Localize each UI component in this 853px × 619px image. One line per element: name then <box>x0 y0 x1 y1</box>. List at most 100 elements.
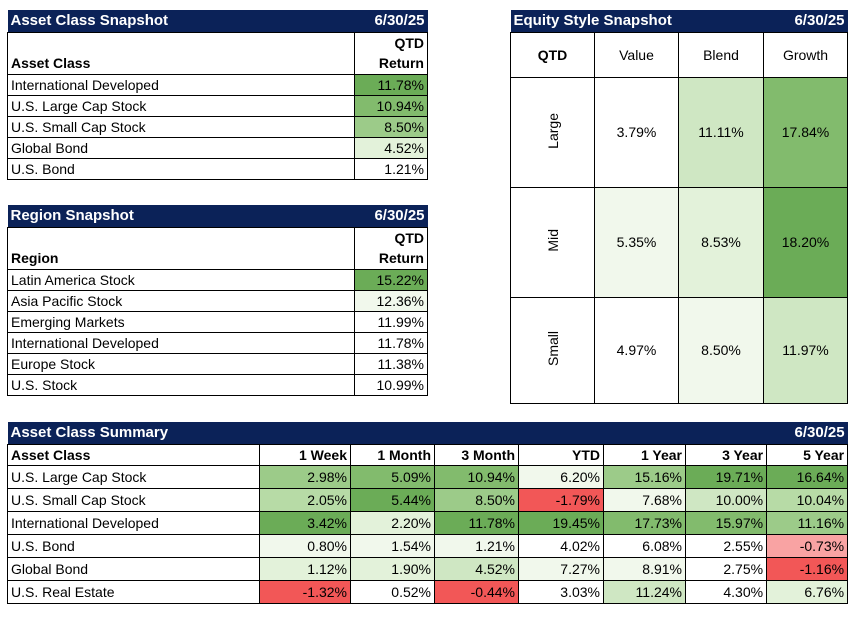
row-value: 6.76% <box>766 579 849 604</box>
table-row: U.S. Large Cap Stock 10.94% <box>7 94 428 117</box>
table-row: U.S. Bond 1.21% <box>7 157 428 180</box>
style-cell: 11.11% <box>677 76 765 188</box>
row-value: 12.36% <box>354 289 428 312</box>
row-label-cell: Large <box>510 76 595 188</box>
style-cell: 8.50% <box>677 296 765 404</box>
table-row: U.S. Small Cap Stock 8.50% <box>7 115 428 138</box>
style-cell: 18.20% <box>763 186 849 298</box>
row-label: Global Bond <box>7 136 355 159</box>
row-value: 3.42% <box>259 510 351 535</box>
style-cell: 4.97% <box>594 296 679 404</box>
row-value: -1.16% <box>766 556 849 581</box>
row-value: 11.78% <box>354 331 428 354</box>
table-row: Global Bond 4.52% <box>7 136 428 159</box>
table-row: Asia Pacific Stock 12.36% <box>7 289 428 312</box>
table-row: U.S. Large Cap Stock 2.98% 5.09% 10.94% … <box>7 464 849 489</box>
style-row-large: Large 3.79% 11.11% 17.84% <box>510 76 849 188</box>
table-date: 6/30/25 <box>354 10 428 32</box>
table-row: Global Bond 1.12% 1.90% 4.52% 7.27% 8.91… <box>7 556 849 581</box>
column-header-line1: QTD <box>354 31 428 53</box>
row-value: 2.75% <box>684 556 768 581</box>
asset-class-summary-table: Asset Class Summary 6/30/25 Asset Class … <box>7 422 849 604</box>
table-date: 6/30/25 <box>766 422 848 444</box>
table-date: 6/30/25 <box>354 205 428 227</box>
row-value: 4.02% <box>518 533 604 558</box>
table-row: Europe Stock 11.38% <box>7 352 428 375</box>
row-value: -1.32% <box>259 579 351 604</box>
row-value: 10.00% <box>684 487 768 512</box>
row-value: 1.21% <box>434 533 519 558</box>
row-value: 8.50% <box>354 115 428 138</box>
row-value: 11.78% <box>434 510 519 535</box>
row-value: 17.73% <box>603 510 686 535</box>
style-cell: 17.84% <box>763 76 849 188</box>
row-label: Emerging Markets <box>7 310 355 333</box>
table-title: Asset Class Snapshot <box>7 10 355 32</box>
row-label: Large <box>544 112 561 149</box>
table-row: U.S. Real Estate -1.32% 0.52% -0.44% 3.0… <box>7 579 849 604</box>
row-label: U.S. Real Estate <box>7 579 260 604</box>
row-label: International Developed <box>7 510 260 535</box>
row-value: -1.79% <box>518 487 604 512</box>
row-value: 2.20% <box>350 510 435 535</box>
row-label: International Developed <box>7 331 355 354</box>
row-value: 0.80% <box>259 533 351 558</box>
row-value: 11.99% <box>354 310 428 333</box>
row-value: 11.24% <box>603 579 686 604</box>
table-row: International Developed 11.78% <box>7 73 428 96</box>
row-label: U.S. Small Cap Stock <box>7 115 355 138</box>
table-title: Asset Class Summary <box>7 422 767 444</box>
row-value: 15.97% <box>684 510 768 535</box>
row-value: -0.73% <box>766 533 849 558</box>
row-value: 7.27% <box>518 556 604 581</box>
region-snapshot-table: Region Snapshot 6/30/25 QTD Region Retur… <box>7 205 428 396</box>
column-header: 1 Month <box>350 443 435 466</box>
row-label: U.S. Stock <box>7 373 355 396</box>
row-value: 5.44% <box>350 487 435 512</box>
row-value: 4.52% <box>354 136 428 159</box>
column-header-blend: Blend <box>677 31 765 78</box>
row-label-cell: Mid <box>510 186 595 298</box>
row-value: 6.08% <box>603 533 686 558</box>
equity-style-snapshot-table: Equity Style Snapshot 6/30/25 QTD Value … <box>510 10 849 404</box>
table-date: 6/30/25 <box>763 10 848 32</box>
row-label: U.S. Large Cap Stock <box>7 94 355 117</box>
column-header-line2: Return <box>354 248 428 270</box>
column-header-line1: QTD <box>354 226 428 248</box>
row-label: Global Bond <box>7 556 260 581</box>
row-value: 6.20% <box>518 464 604 489</box>
row-value: 3.03% <box>518 579 604 604</box>
row-label: Europe Stock <box>7 352 355 375</box>
table-row: International Developed 3.42% 2.20% 11.7… <box>7 510 849 535</box>
row-label: Small <box>544 330 561 366</box>
row-value: 4.30% <box>684 579 768 604</box>
table-title: Equity Style Snapshot <box>510 10 764 32</box>
row-value: 11.16% <box>766 510 849 535</box>
table-row: U.S. Bond 0.80% 1.54% 1.21% 4.02% 6.08% … <box>7 533 849 558</box>
column-header: 1 Week <box>259 443 351 466</box>
row-value: 10.94% <box>354 94 428 117</box>
table-title: Region Snapshot <box>7 205 355 227</box>
row-value: 2.05% <box>259 487 351 512</box>
row-label: U.S. Bond <box>7 533 260 558</box>
column-header: 1 Year <box>603 443 686 466</box>
row-value: 15.16% <box>603 464 686 489</box>
blank-cell <box>7 31 355 53</box>
style-cell: 11.97% <box>763 296 849 404</box>
row-value: 2.55% <box>684 533 768 558</box>
style-row-small: Small 4.97% 8.50% 11.97% <box>510 296 849 404</box>
row-value: 1.90% <box>350 556 435 581</box>
row-value: 8.91% <box>603 556 686 581</box>
column-header: YTD <box>518 443 604 466</box>
table-row: Latin America Stock 15.22% <box>7 268 428 291</box>
column-header: Region <box>7 248 355 270</box>
table-row: U.S. Stock 10.99% <box>7 373 428 396</box>
column-header: Asset Class <box>7 53 355 75</box>
row-value: -0.44% <box>434 579 519 604</box>
table-row: Emerging Markets 11.99% <box>7 310 428 333</box>
row-value: 10.04% <box>766 487 849 512</box>
column-header: Asset Class <box>7 443 260 466</box>
row-label: U.S. Large Cap Stock <box>7 464 260 489</box>
row-value: 0.52% <box>350 579 435 604</box>
row-value: 7.68% <box>603 487 686 512</box>
